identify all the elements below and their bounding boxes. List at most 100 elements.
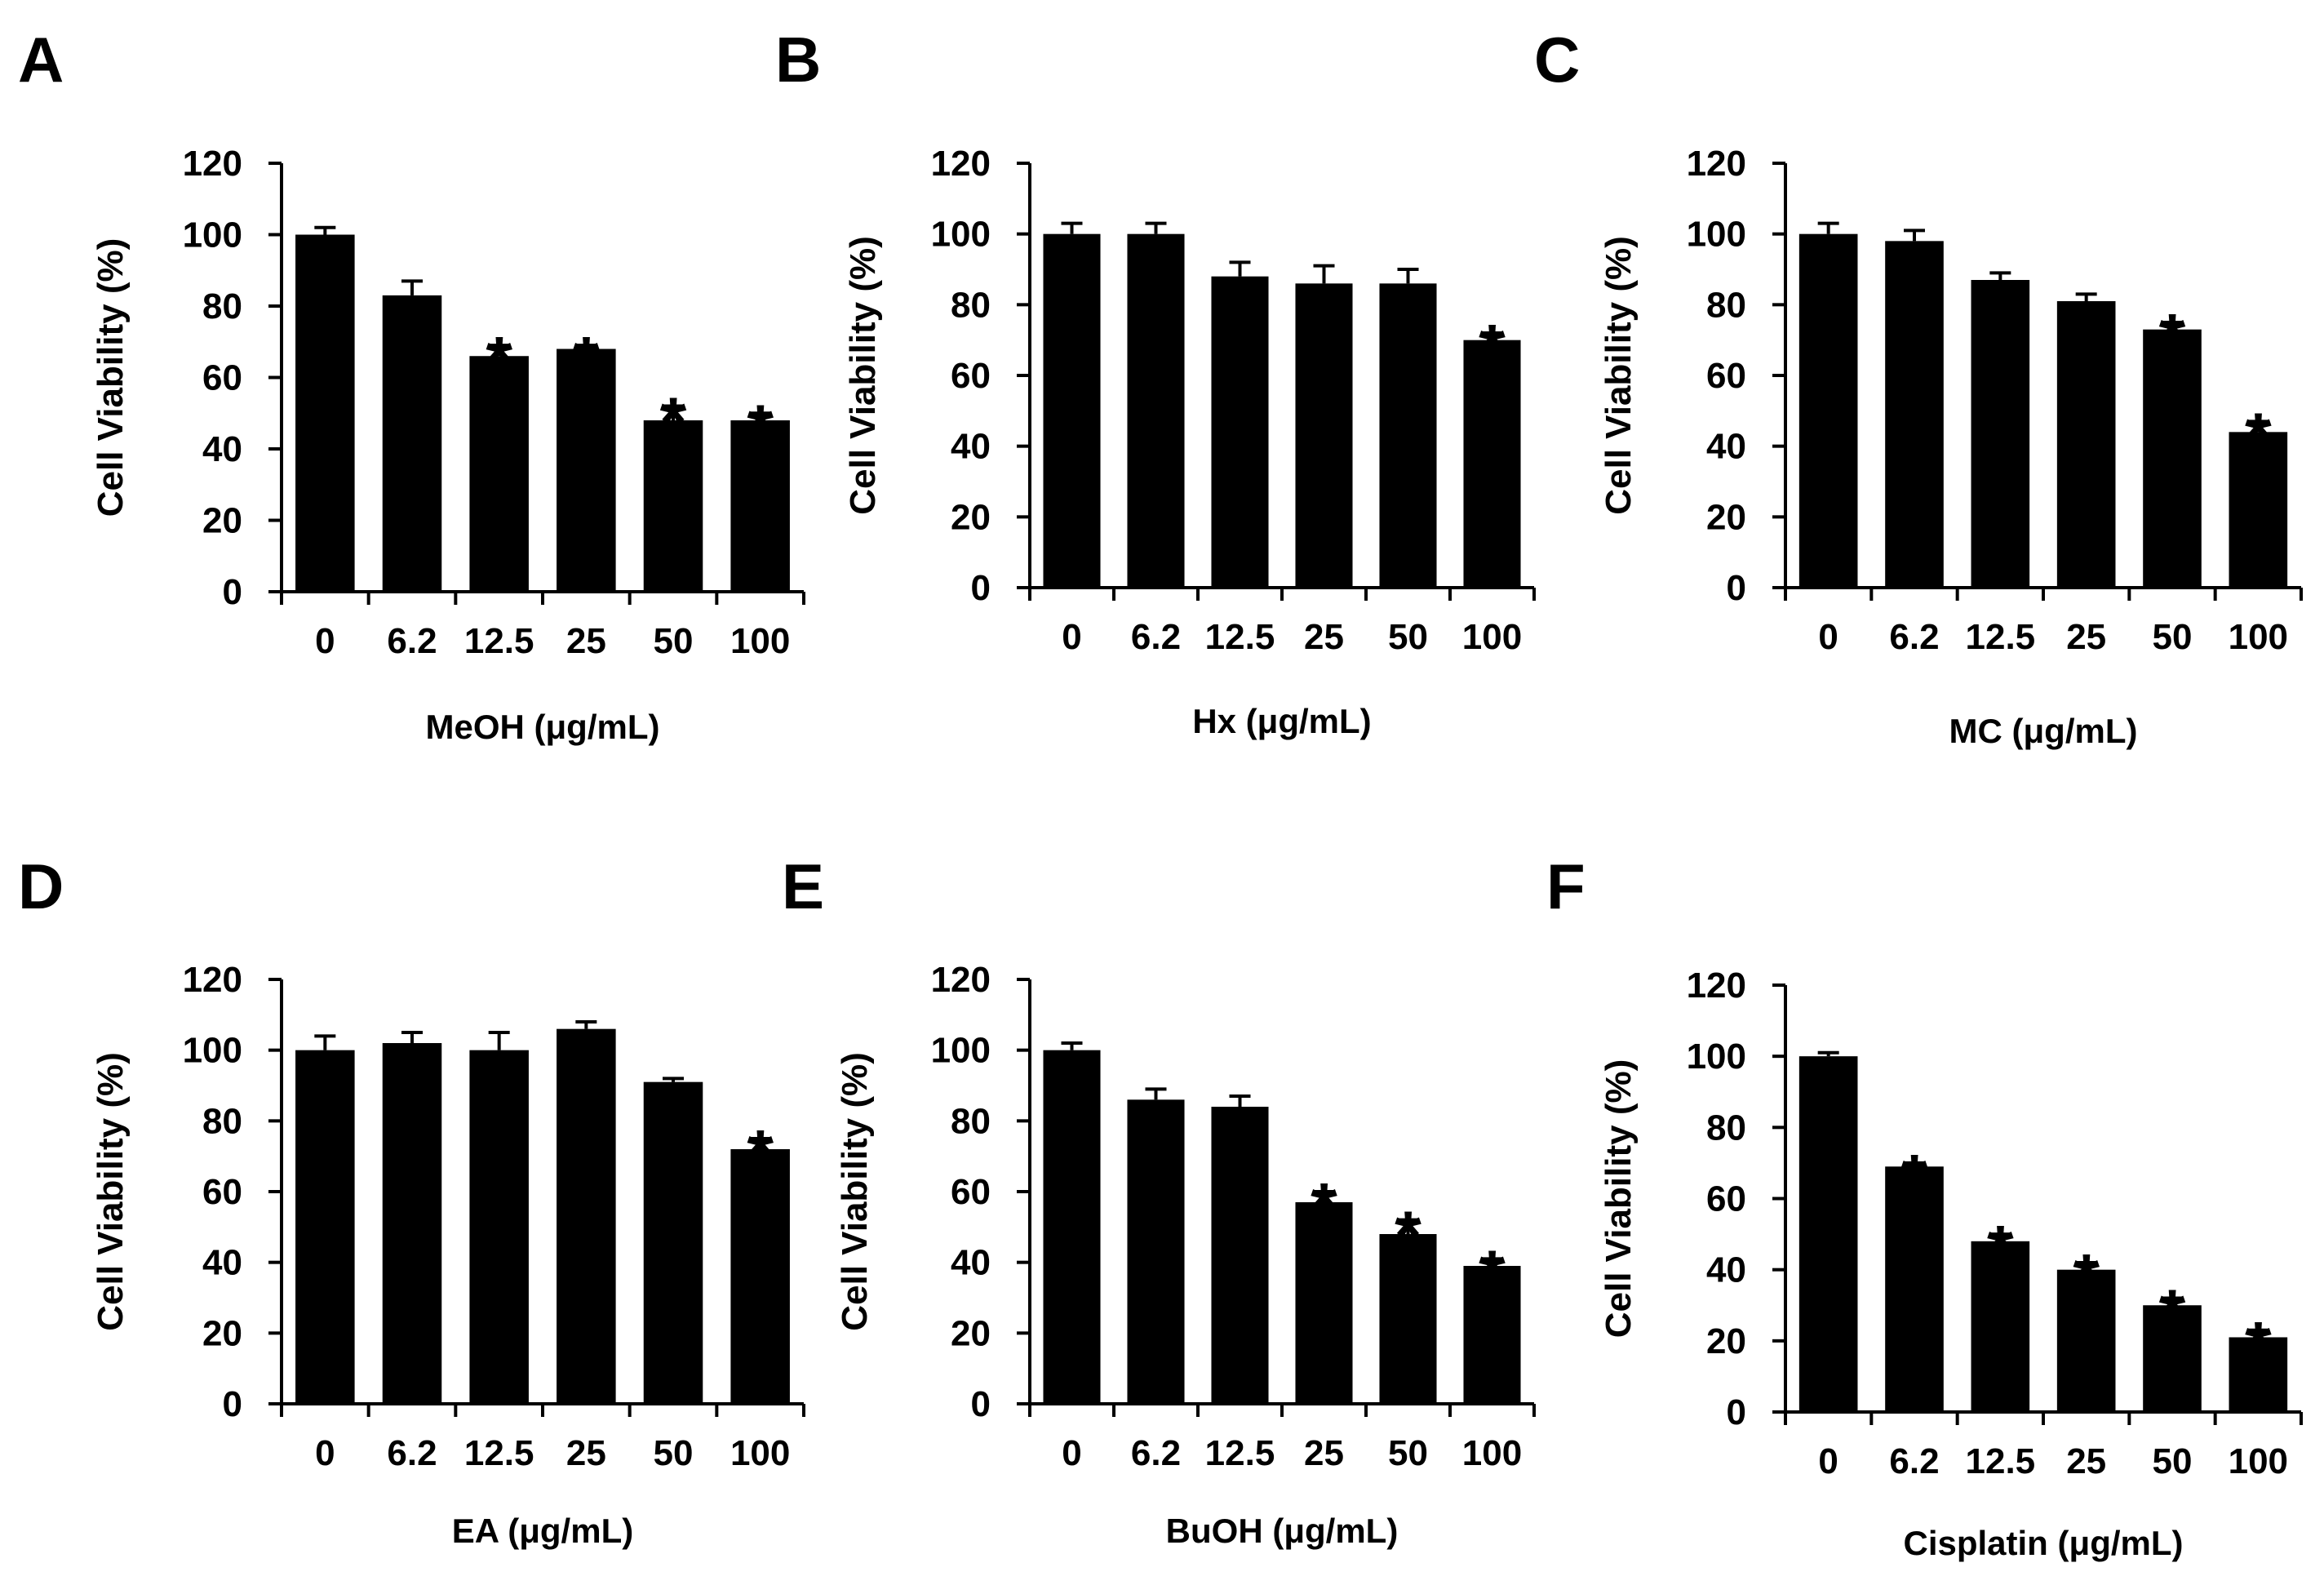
y-tick-label: 60	[202, 358, 242, 398]
x-tick-label: 25	[2066, 617, 2106, 657]
x-axis-label: MeOH (μg/mL)	[425, 708, 659, 746]
y-tick-label: 100	[931, 215, 991, 255]
bar	[1798, 1056, 1858, 1412]
significance-marker: *	[486, 322, 512, 399]
x-tick-label: 25	[1304, 1433, 1344, 1473]
significance-marker: *	[747, 390, 774, 467]
x-tick-label: 12.5	[1966, 617, 2036, 657]
y-tick-label: 100	[1687, 215, 1746, 255]
x-tick-label: 25	[566, 621, 606, 661]
bar	[1379, 1234, 1437, 1404]
x-tick-label: 50	[2153, 617, 2193, 657]
bar	[557, 1028, 616, 1404]
panel-d: D 0 20 40 60 80 100 120 0 6.2 12.5 25 50 100 * Cell Via…	[18, 850, 805, 1550]
y-tick-label: 40	[1706, 1250, 1746, 1290]
y-tick-label: 60	[951, 356, 991, 396]
panel-c: C 0 20 40 60 80 100 120 0 6.2 12.5 25 50 * 100 * Cell Vi…	[1534, 24, 2303, 750]
bar	[1379, 283, 1437, 588]
y-tick-label: 20	[1706, 1321, 1746, 1361]
panel-letter: C	[1534, 24, 1580, 95]
y-tick-label: 80	[951, 285, 991, 325]
x-axis-label: BuOH (μg/mL)	[1166, 1512, 1399, 1550]
x-tick-label: 0	[1818, 1441, 1838, 1481]
bar	[2229, 432, 2288, 588]
x-tick-label: 50	[1388, 617, 1428, 657]
panel-letter: D	[18, 850, 64, 922]
x-tick-label: 6.2	[1131, 617, 1181, 657]
y-tick-label: 80	[1706, 285, 1746, 325]
panel-b: B 0 20 40 60 80 100 120 0 6.2 12.5 25 50 100 * Cell Via…	[775, 24, 1536, 740]
y-tick-label: 100	[183, 215, 242, 255]
bar	[2056, 1269, 2116, 1412]
bar	[1971, 280, 2030, 588]
bar	[382, 1043, 442, 1404]
y-tick-label: 40	[951, 1243, 991, 1283]
y-tick-label: 40	[202, 1243, 242, 1283]
bar	[1885, 241, 1944, 588]
y-tick-label: 20	[951, 497, 991, 537]
y-tick-label: 80	[202, 1101, 242, 1141]
bar	[1885, 1166, 1944, 1412]
bar	[469, 356, 529, 592]
bar	[1295, 1202, 1353, 1404]
y-axis-label: Cell Viability (%)	[1599, 1059, 1639, 1339]
bar	[1043, 1050, 1101, 1404]
panel-letter: E	[782, 850, 824, 922]
y-axis-label: Cell Viability (%)	[1599, 236, 1639, 515]
x-axis-label: Hx (μg/mL)	[1192, 702, 1371, 740]
bar	[643, 420, 703, 592]
y-tick-label: 100	[183, 1031, 242, 1071]
bar	[1043, 233, 1101, 588]
y-tick-label: 120	[183, 144, 242, 184]
y-tick-label: 20	[202, 1313, 242, 1353]
panel-f: F 0 20 40 60 80 100 120 0 6.2 * 12.5 * 25 * 50 * 100 * Cell…	[1546, 850, 2303, 1562]
bar	[557, 349, 616, 592]
bar	[643, 1081, 703, 1404]
x-tick-label: 100	[1462, 617, 1522, 657]
y-tick-label: 120	[1687, 144, 1746, 184]
y-tick-label: 80	[202, 286, 242, 326]
significance-marker: *	[2073, 1240, 2100, 1316]
y-tick-label: 0	[223, 1384, 242, 1424]
x-tick-label: 50	[654, 1433, 694, 1473]
significance-marker: *	[660, 384, 687, 460]
bar	[1211, 1107, 1269, 1404]
y-tick-label: 80	[1706, 1108, 1746, 1148]
y-tick-label: 0	[971, 568, 991, 608]
x-tick-label: 50	[1388, 1433, 1428, 1473]
bar	[1798, 233, 1858, 588]
bar	[2056, 301, 2116, 588]
x-tick-label: 50	[2153, 1441, 2193, 1481]
bar	[1211, 276, 1269, 588]
x-tick-label: 100	[1462, 1433, 1522, 1473]
x-tick-label: 0	[1818, 617, 1838, 657]
x-tick-label: 100	[2229, 617, 2288, 657]
y-tick-label: 40	[202, 429, 242, 469]
significance-marker: *	[573, 322, 600, 399]
x-tick-label: 0	[315, 1433, 335, 1473]
x-tick-label: 100	[2229, 1441, 2288, 1481]
x-tick-label: 12.5	[1966, 1441, 2036, 1481]
x-tick-label: 25	[1304, 617, 1344, 657]
bar	[2229, 1337, 2288, 1412]
x-tick-label: 6.2	[1131, 1433, 1181, 1473]
y-tick-label: 20	[202, 501, 242, 541]
y-tick-label: 120	[183, 960, 242, 1000]
y-tick-label: 0	[223, 572, 242, 612]
y-tick-label: 100	[1687, 1037, 1746, 1077]
significance-marker: *	[2159, 1276, 2186, 1352]
y-tick-label: 0	[1727, 568, 1746, 608]
bar	[1971, 1241, 2030, 1412]
x-tick-label: 0	[315, 621, 335, 661]
x-axis-label: Cisplatin (μg/mL)	[1903, 1524, 2183, 1562]
y-axis-label: Cell Viability (%)	[843, 236, 883, 515]
bar	[469, 1050, 529, 1404]
bar	[1295, 283, 1353, 588]
bar	[2143, 1305, 2202, 1412]
x-tick-label: 12.5	[464, 1433, 534, 1473]
significance-marker: *	[2159, 300, 2186, 376]
x-axis-label: EA (μg/mL)	[452, 1512, 633, 1550]
y-tick-label: 100	[931, 1031, 991, 1071]
bar	[295, 234, 355, 592]
